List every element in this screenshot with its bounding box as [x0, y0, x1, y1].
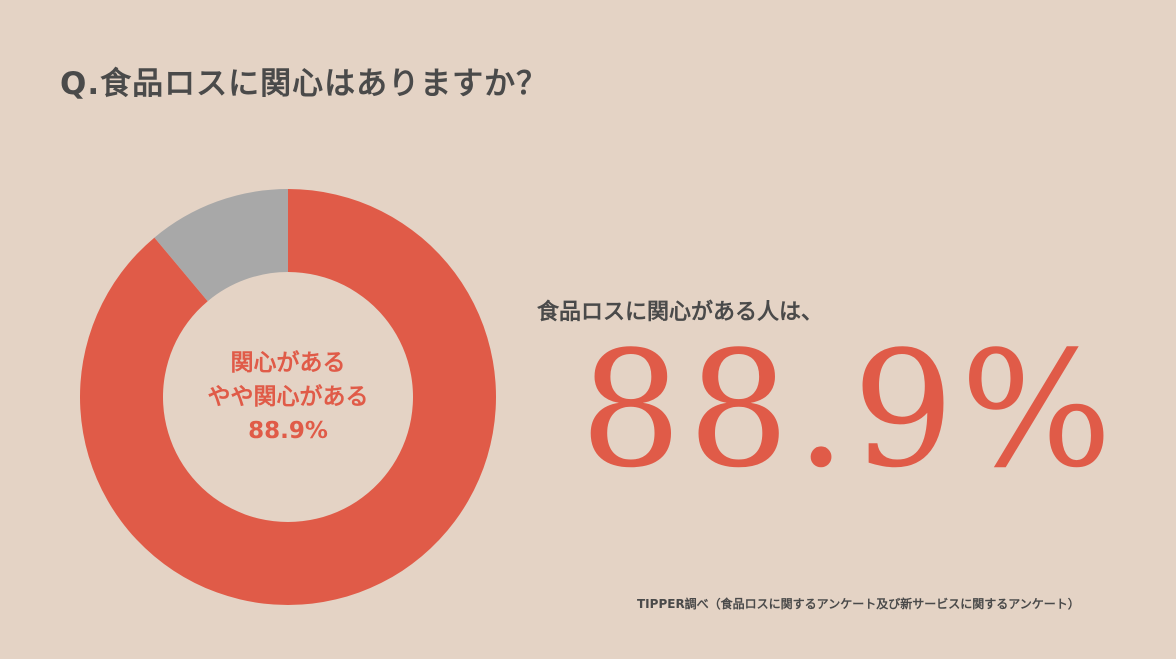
center-label-line1: 関心がある — [230, 350, 346, 376]
summary-lead: 食品ロスに関心がある人は、 — [537, 300, 824, 325]
summary-percentage: 88.9% — [580, 316, 1119, 503]
source-note: TIPPER調べ（食品ロスに関するアンケート及び新サービスに関するアンケート） — [637, 597, 1080, 611]
donut-slice-interested — [80, 189, 496, 605]
center-label-line2: やや関心がある — [207, 384, 369, 410]
center-label-value: 88.9% — [248, 418, 328, 444]
donut-chart: 関心がある やや関心がある 88.9% — [80, 189, 496, 605]
donut-slice-other — [154, 189, 288, 302]
donut-center-label: 関心がある やや関心がある 88.9% — [80, 189, 496, 605]
donut-svg — [80, 189, 496, 605]
page-title: Q.食品ロスに関心はありますか？ — [60, 66, 549, 102]
